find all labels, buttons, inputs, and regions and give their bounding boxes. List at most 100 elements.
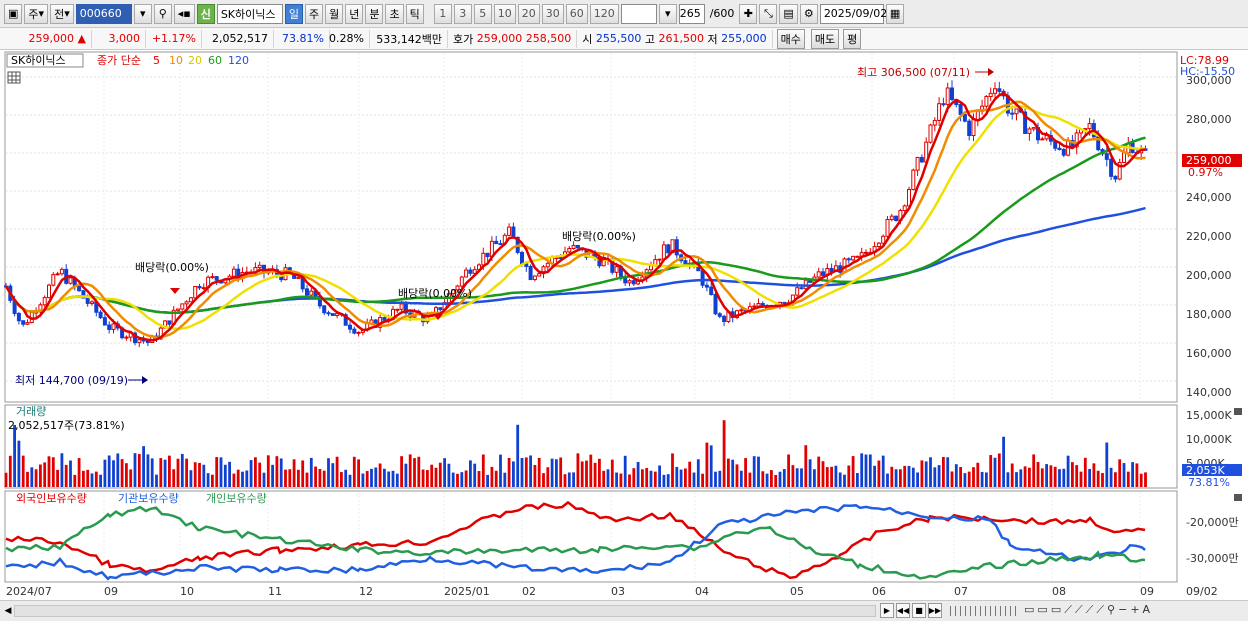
ma-title: 종가 단순 (97, 54, 141, 67)
x-label-05: 05 (790, 585, 804, 598)
high-arrow-head (988, 68, 994, 76)
trade-volume: 2,052,517 (202, 29, 274, 48)
prev-button[interactable]: 전 ▾ (50, 3, 74, 24)
custom-interval-input[interactable] (620, 3, 657, 24)
x-label-12: 12 (359, 585, 373, 598)
hc-label: HC:-15.50 (1180, 65, 1235, 78)
trend-icon-2[interactable]: ⟋ (1074, 603, 1083, 616)
tab-minute[interactable]: 분 (365, 3, 384, 24)
grid-lines (6, 53, 1176, 581)
zoom-icon[interactable]: ⤡ (759, 3, 778, 24)
x-label-09-2025: 09 (1140, 585, 1154, 598)
code-dropdown-icon[interactable]: ▾ (133, 3, 152, 24)
save-icon[interactable]: ▤ (779, 3, 798, 24)
forward-icon[interactable]: ▶▶ (928, 603, 942, 618)
period-select[interactable]: 주 ▾ (24, 3, 49, 24)
price-tick-200000: 200,000 (1186, 269, 1232, 282)
dividend-label-3: 배당락(0.00%) (562, 230, 636, 243)
volume-panel-close-icon[interactable] (1234, 408, 1242, 415)
plus-icon[interactable]: + (1130, 603, 1140, 616)
hoga-group: 호가 259,000 258,500 (448, 29, 578, 48)
interval-60[interactable]: 60 (565, 3, 588, 24)
high-price: 261,500 (658, 32, 705, 45)
minus-icon[interactable]: − (1118, 603, 1128, 616)
tab-day[interactable]: 일 (284, 3, 303, 24)
volume-ratio: 73.81% (274, 29, 330, 48)
date-input[interactable]: 2025/09/02 (819, 3, 887, 24)
interval-dropdown-icon[interactable]: ▾ (658, 3, 677, 24)
chart-canvas[interactable]: SK하이닉스 종가 단순 5 10 20 60 120 LC:78.99 HC:… (0, 50, 1248, 600)
magnifier-icon[interactable]: ⚲ (1107, 603, 1116, 616)
chart-window-icon[interactable]: ▣ (4, 3, 23, 24)
change-percent: +1.17% (146, 29, 202, 48)
interval-30[interactable]: 30 (541, 3, 564, 24)
eval-button[interactable]: 평 (843, 28, 862, 49)
speaker-icon[interactable]: ◂▪ (173, 3, 195, 24)
tab-second[interactable]: 초 (385, 3, 404, 24)
ma-label-20: 20 (188, 54, 202, 67)
panel-icon-2[interactable]: ▭ (1037, 603, 1048, 616)
holding-panel-close-icon[interactable] (1234, 494, 1242, 501)
price-change: 3,000 (92, 29, 146, 48)
price-tick-280000: 280,000 (1186, 113, 1232, 126)
x-right-label: 09/02 (1186, 585, 1218, 598)
sell-button[interactable]: 매도 (810, 28, 840, 49)
ohl-group: 시 255,500 고 261,500 저 255,000 (577, 29, 773, 48)
interval-120[interactable]: 120 (589, 3, 619, 24)
panel-icon-3[interactable]: ▭ (1050, 603, 1062, 616)
tab-year[interactable]: 년 (345, 3, 364, 24)
gear-icon[interactable]: ⚙ (799, 3, 818, 24)
price-tick-180000: 180,000 (1186, 308, 1232, 321)
table-icon[interactable] (7, 71, 21, 84)
period-select-label: 주 (28, 7, 39, 21)
price-y-axis: 300,000 280,000 260,000 240,000 220,000 … (1186, 74, 1232, 399)
tab-week[interactable]: 주 (304, 3, 324, 24)
new-listing-badge[interactable]: 신 (196, 3, 215, 24)
low-arrow-head (142, 376, 148, 384)
tab-month[interactable]: 월 (325, 3, 344, 24)
font-size-icon[interactable]: A (1142, 603, 1151, 616)
interval-3[interactable]: 3 (453, 3, 472, 24)
panel-icon-1[interactable]: ▭ (1024, 603, 1035, 616)
x-label-08: 08 (1052, 585, 1066, 598)
interval-10[interactable]: 10 (493, 3, 516, 24)
chart-area[interactable]: SK하이닉스 종가 단순 5 10 20 60 120 LC:78.99 HC:… (0, 50, 1248, 600)
high-annotation: 최고 306,500 (07/11) (857, 66, 970, 79)
stop-icon[interactable]: ■ (912, 603, 926, 618)
dividend-label-1: 배당락(0.00%) (135, 261, 209, 274)
x-label-2024-07: 2024/07 (6, 585, 52, 598)
x-label-10: 10 (180, 585, 194, 598)
trend-icon-1[interactable]: ⟋ (1064, 603, 1072, 616)
tab-tick[interactable]: 틱 (405, 3, 424, 24)
stock-name-box[interactable]: SK하이닉스 (216, 3, 283, 24)
x-axis: 2024/07 09 10 11 12 2025/01 02 03 04 05 … (6, 585, 1218, 598)
trend-icon-4[interactable]: ⟋ (1096, 603, 1105, 616)
prev-label: 전 (54, 7, 65, 21)
interval-20[interactable]: 20 (517, 3, 540, 24)
count-input[interactable]: 265 (678, 3, 705, 24)
legend-foreign: 외국인보유수량 (16, 492, 87, 505)
bid-price: 258,500 (525, 32, 572, 45)
ma-label-5: 5 (153, 54, 160, 67)
high-label: 고 (644, 32, 655, 46)
volume-tag: 2,053K (1186, 464, 1225, 477)
price-tick-140000: 140,000 (1186, 386, 1232, 399)
ma-label-60: 60 (208, 54, 222, 67)
current-pct-tag: 0.97% (1188, 166, 1223, 179)
scroll-track[interactable] (14, 605, 876, 617)
trend-icon-3[interactable]: ⟋ (1085, 603, 1094, 616)
crosshair-icon[interactable]: ✚ (739, 3, 758, 24)
search-icon[interactable]: ⚲ (153, 3, 172, 24)
scroll-left-icon[interactable]: ◀ (4, 606, 12, 616)
rewind-icon[interactable]: ◀◀ (896, 603, 910, 618)
calendar-icon[interactable]: ▦ (885, 3, 905, 24)
current-price: 259,000 ▲ (4, 29, 92, 48)
dividend-marker-2 (433, 314, 443, 320)
stock-code-input[interactable]: 000660 (75, 3, 132, 24)
buy-button[interactable]: 매수 (776, 28, 805, 49)
zoom-ruler[interactable] (950, 606, 1020, 616)
ma-label-10: 10 (169, 54, 183, 67)
interval-1[interactable]: 1 (433, 3, 452, 24)
play-icon[interactable]: ▶ (880, 603, 894, 618)
interval-5[interactable]: 5 (473, 3, 492, 24)
